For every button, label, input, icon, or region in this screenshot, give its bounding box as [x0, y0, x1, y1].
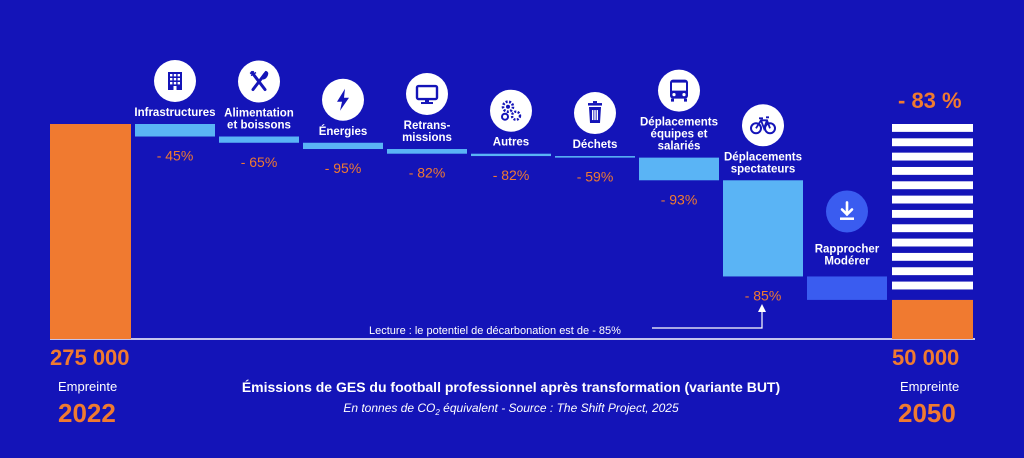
step-category-label: Infrastructures	[134, 107, 215, 119]
step-category-label: Rapprocher Modérer	[815, 243, 880, 267]
bar-2050-stripe	[892, 209, 973, 218]
step-bar	[807, 276, 887, 300]
subtitle-subscript: 2	[434, 408, 440, 417]
step-percent-label: - 82%	[409, 165, 446, 181]
total-reduction-label: - 83 %	[898, 88, 962, 113]
waterfall-steps: - 45% Infrastructures - 65% Alimentation et …	[134, 60, 887, 303]
step-bar	[471, 153, 551, 157]
bar-2050-stripe	[892, 238, 973, 247]
bar-2022	[50, 124, 131, 339]
annotation-arrow-head	[758, 304, 766, 312]
chart-subtitle: En tonnes de CO2 équivalent - Source : T…	[343, 401, 679, 417]
step-percent-label: - 93%	[661, 191, 698, 207]
start-value-label: 275 000	[50, 345, 130, 370]
annotation-arrow-line	[652, 308, 763, 329]
step-percent-label: - 85%	[745, 287, 782, 303]
annotation-text: Lecture : le potentiel de décarbonation …	[369, 325, 621, 337]
building-icon-glyph	[168, 72, 182, 90]
step-percent-label: - 59%	[577, 169, 614, 185]
step-category-label: Retrans-missions	[402, 120, 452, 144]
bar-2050-stripe	[892, 281, 973, 290]
chart-title: Émissions de GES du football professionn…	[242, 379, 780, 395]
end-caption: Empreinte	[900, 379, 959, 394]
end-value-label: 50 000	[892, 345, 959, 370]
bar-2050-stripe	[892, 138, 973, 147]
bar-2050-stripe	[892, 252, 973, 261]
bar-2050-stripe	[892, 195, 973, 204]
bar-2050-remaining	[892, 299, 973, 339]
bar-2050-stripe	[892, 224, 973, 233]
step-category-label: Déchets	[573, 139, 618, 151]
step-bar	[555, 156, 635, 158]
step-bar	[639, 157, 719, 181]
step-bar	[723, 180, 803, 277]
step-category-label: Déplacements spectateurs	[724, 151, 802, 175]
bar-2050-stripe	[892, 124, 973, 132]
bus-icon-glyph	[670, 79, 688, 102]
bar-2050-stripe	[892, 166, 973, 175]
end-year: 2050	[898, 398, 956, 428]
step-percent-label: - 82%	[493, 167, 530, 183]
step-percent-label: - 45%	[157, 148, 194, 164]
bar-2050-group	[892, 124, 973, 339]
bar-2050-stripe	[892, 152, 973, 161]
step-bar	[219, 136, 299, 143]
step-category-label: Déplacements équipes et salariés	[640, 117, 718, 153]
step-percent-label: - 65%	[241, 154, 278, 170]
step-percent-label: - 95%	[325, 160, 362, 176]
step-bar	[387, 149, 467, 154]
monitor-icon	[406, 73, 448, 116]
trash-icon-glyph	[588, 101, 602, 124]
step-category-label: Énergies	[319, 125, 368, 138]
step-bar	[135, 124, 215, 137]
step-category-label: Autres	[493, 137, 529, 149]
subtitle-prefix: En tonnes de CO	[343, 401, 435, 415]
start-year: 2022	[58, 398, 116, 428]
start-caption: Empreinte	[58, 379, 117, 394]
bar-2050-stripe	[892, 181, 973, 190]
step-bar	[303, 142, 383, 150]
bar-2050-stripe	[892, 267, 973, 276]
step-category-label: Alimentation et boissons	[224, 108, 294, 132]
subtitle-suffix: équivalent - Source : The Shift Project,…	[440, 401, 679, 415]
